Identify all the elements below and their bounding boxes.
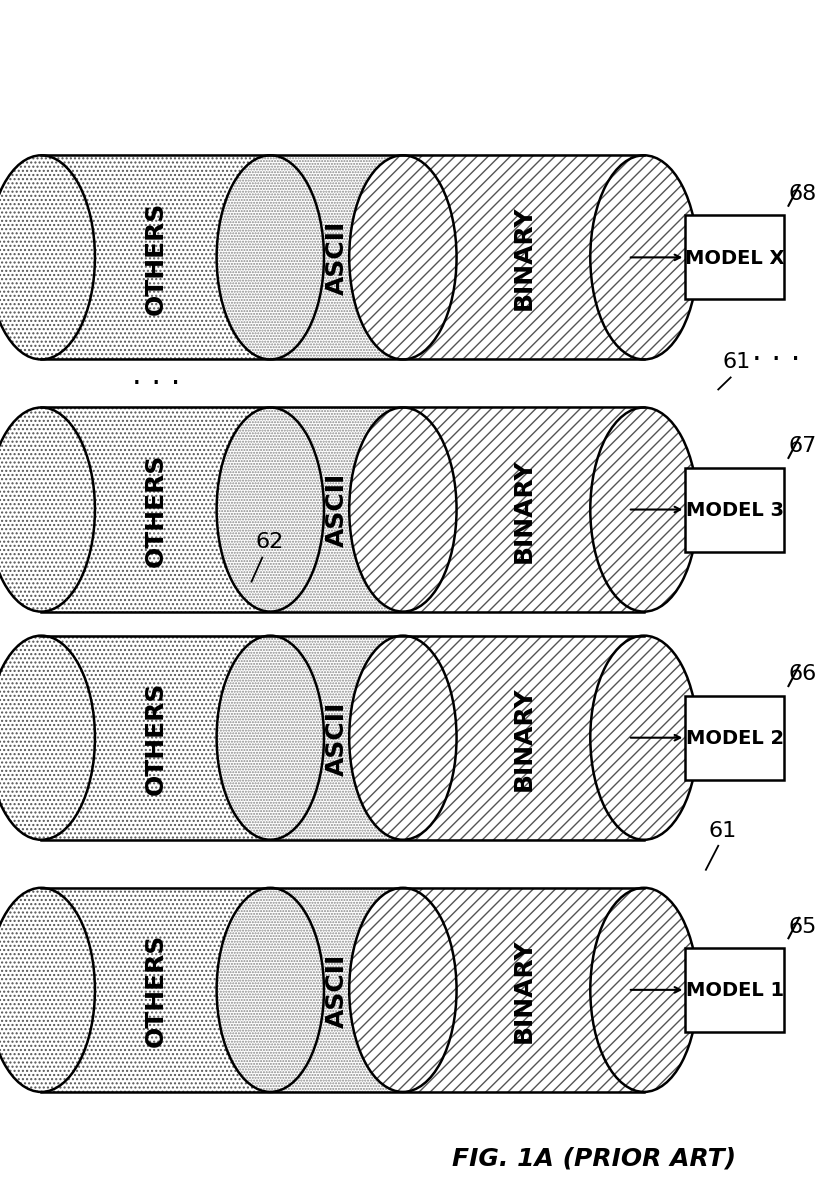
Text: 62: 62 — [256, 532, 284, 552]
Ellipse shape — [349, 408, 456, 612]
Text: MODEL 1: MODEL 1 — [686, 980, 783, 1000]
Text: 67: 67 — [788, 436, 816, 456]
Text: 65: 65 — [788, 916, 816, 936]
Ellipse shape — [216, 156, 323, 360]
Text: 61: 61 — [722, 352, 750, 372]
Polygon shape — [403, 156, 644, 360]
Text: OTHERS: OTHERS — [144, 934, 167, 1046]
Ellipse shape — [216, 408, 323, 612]
Text: · · ·: · · · — [752, 346, 799, 374]
Text: 68: 68 — [788, 184, 816, 204]
Ellipse shape — [590, 408, 697, 612]
Polygon shape — [403, 636, 644, 840]
Text: BINARY: BINARY — [511, 685, 535, 791]
Text: BINARY: BINARY — [511, 457, 535, 563]
Ellipse shape — [349, 636, 456, 840]
Ellipse shape — [590, 636, 697, 840]
Bar — [685, 468, 784, 552]
Text: OTHERS: OTHERS — [144, 682, 167, 794]
Ellipse shape — [0, 408, 95, 612]
Text: FIG. 1A (PRIOR ART): FIG. 1A (PRIOR ART) — [452, 1146, 736, 1170]
Ellipse shape — [349, 888, 456, 1092]
Polygon shape — [41, 636, 270, 840]
Text: · · ·: · · · — [131, 370, 180, 398]
Polygon shape — [41, 156, 270, 360]
Polygon shape — [41, 888, 270, 1092]
Ellipse shape — [0, 636, 95, 840]
Polygon shape — [270, 156, 403, 360]
Text: ASCII: ASCII — [324, 953, 348, 1027]
Text: MODEL 2: MODEL 2 — [686, 728, 783, 748]
Bar — [685, 948, 784, 1032]
Ellipse shape — [590, 156, 697, 360]
Text: 61: 61 — [708, 820, 736, 840]
Ellipse shape — [590, 888, 697, 1092]
Text: MODEL 3: MODEL 3 — [686, 500, 783, 520]
Polygon shape — [270, 636, 403, 840]
Ellipse shape — [216, 636, 323, 840]
Text: OTHERS: OTHERS — [144, 202, 167, 314]
Text: ASCII: ASCII — [324, 701, 348, 775]
Ellipse shape — [349, 156, 456, 360]
Text: MODEL X: MODEL X — [685, 248, 784, 268]
Text: 66: 66 — [788, 664, 816, 684]
Polygon shape — [403, 888, 644, 1092]
Text: ASCII: ASCII — [324, 221, 348, 295]
Text: BINARY: BINARY — [511, 205, 535, 311]
Text: OTHERS: OTHERS — [144, 454, 167, 566]
Polygon shape — [403, 408, 644, 612]
Polygon shape — [41, 408, 270, 612]
Ellipse shape — [0, 156, 95, 360]
Text: ASCII: ASCII — [324, 473, 348, 547]
Text: 62: 62 — [0, 814, 2, 834]
Polygon shape — [270, 408, 403, 612]
Bar — [685, 696, 784, 780]
Polygon shape — [270, 888, 403, 1092]
Ellipse shape — [216, 888, 323, 1092]
Ellipse shape — [0, 888, 95, 1092]
Text: BINARY: BINARY — [511, 937, 535, 1043]
Bar — [685, 216, 784, 300]
